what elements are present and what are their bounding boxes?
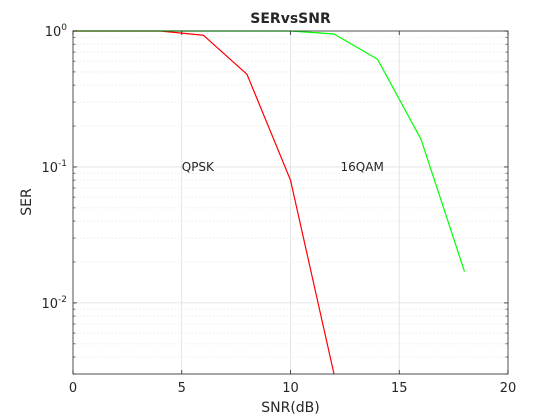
x-tick-label: 20	[500, 381, 517, 396]
grid	[73, 31, 508, 375]
y-tick-label: 10-2	[41, 295, 67, 312]
axis-ticks: 0 5 10 15 20 100 10-1 10-2	[41, 23, 516, 396]
x-axis-label: SNR(dB)	[261, 400, 320, 416]
chart-title: SERvsSNR	[250, 11, 331, 27]
x-tick-label: 10	[282, 381, 299, 396]
x-tick-label: 0	[69, 381, 77, 396]
annotations: QPSK 16QAM	[182, 160, 384, 174]
x-tick-label: 15	[391, 381, 408, 396]
annotation-label: QPSK	[182, 160, 215, 174]
annotation-label: 16QAM	[341, 160, 384, 174]
y-tick-label: 100	[45, 23, 68, 40]
x-tick-label: 5	[178, 381, 186, 396]
y-axis-label: SER	[19, 188, 35, 216]
y-tick-label: 10-1	[41, 159, 67, 176]
